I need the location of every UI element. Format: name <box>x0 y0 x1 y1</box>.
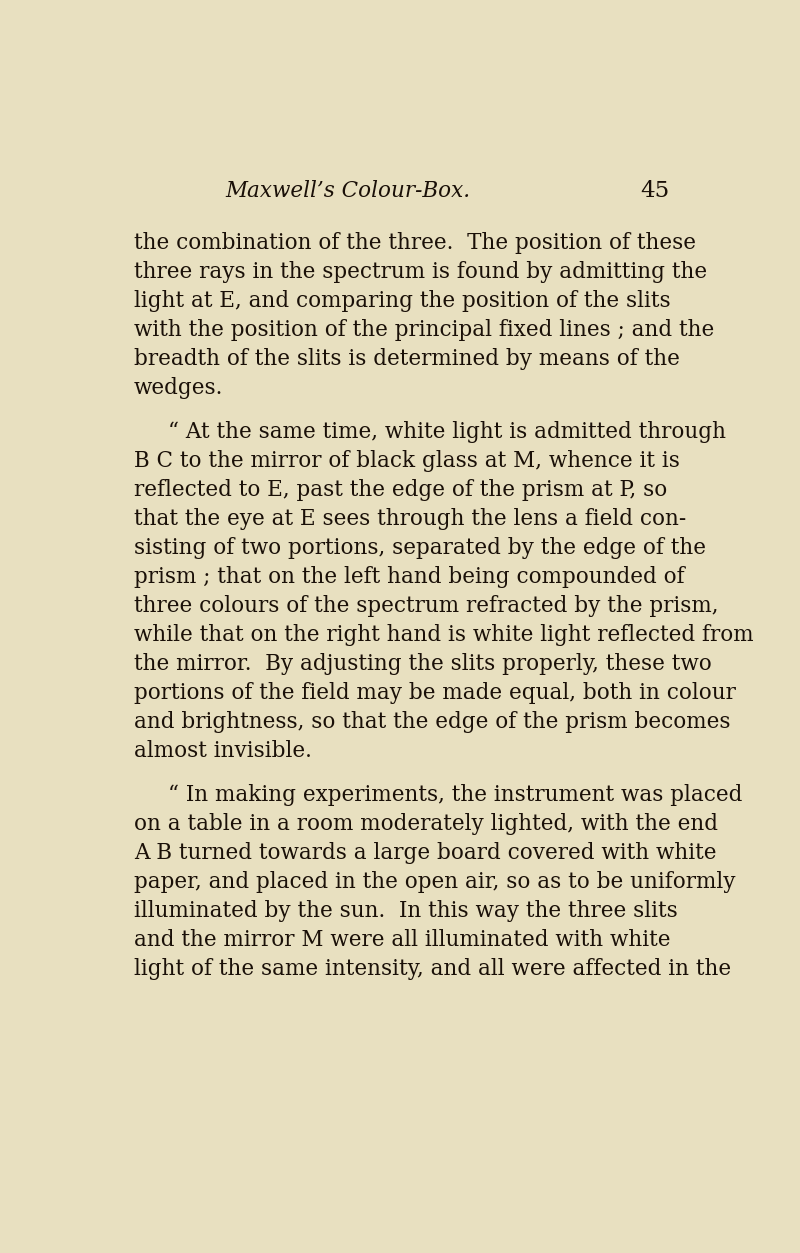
Text: “ At the same time, white light is admitted through: “ At the same time, white light is admit… <box>168 421 726 442</box>
Text: reflected to E, past the edge of the prism at P, so: reflected to E, past the edge of the pri… <box>134 479 667 501</box>
Text: portions of the field may be made equal, both in colour: portions of the field may be made equal,… <box>134 682 736 704</box>
Text: light of the same intensity, and all were affected in the: light of the same intensity, and all wer… <box>134 957 731 980</box>
Text: “ In making experiments, the instrument was placed: “ In making experiments, the instrument … <box>168 783 742 806</box>
Text: the mirror.  By adjusting the slits properly, these two: the mirror. By adjusting the slits prope… <box>134 653 712 675</box>
Text: prism ; that on the left hand being compounded of: prism ; that on the left hand being comp… <box>134 566 685 588</box>
Text: paper, and placed in the open air, so as to be uniformly: paper, and placed in the open air, so as… <box>134 871 736 892</box>
Text: the combination of the three.  The position of these: the combination of the three. The positi… <box>134 232 696 254</box>
Text: and the mirror M were all illuminated with white: and the mirror M were all illuminated wi… <box>134 928 670 951</box>
Text: A B turned towards a large board covered with white: A B turned towards a large board covered… <box>134 842 717 863</box>
Text: 45: 45 <box>640 180 670 202</box>
Text: breadth of the slits is determined by means of the: breadth of the slits is determined by me… <box>134 348 680 371</box>
Text: Maxwell’s Colour-Box.: Maxwell’s Colour-Box. <box>226 180 470 202</box>
Text: light at E, and comparing the position of the slits: light at E, and comparing the position o… <box>134 291 670 312</box>
Text: that the eye at E sees through the lens a field con-: that the eye at E sees through the lens … <box>134 507 686 530</box>
Text: while that on the right hand is white light reflected from: while that on the right hand is white li… <box>134 624 754 647</box>
Text: almost invisible.: almost invisible. <box>134 741 312 762</box>
Text: illuminated by the sun.  In this way the three slits: illuminated by the sun. In this way the … <box>134 900 678 921</box>
Text: on a table in a room moderately lighted, with the end: on a table in a room moderately lighted,… <box>134 812 718 834</box>
Text: three rays in the spectrum is found by admitting the: three rays in the spectrum is found by a… <box>134 262 707 283</box>
Text: sisting of two portions, separated by the edge of the: sisting of two portions, separated by th… <box>134 538 706 559</box>
Text: and brightness, so that the edge of the prism becomes: and brightness, so that the edge of the … <box>134 710 730 733</box>
Text: three colours of the spectrum refracted by the prism,: three colours of the spectrum refracted … <box>134 595 718 616</box>
Text: wedges.: wedges. <box>134 377 223 400</box>
Text: with the position of the principal fixed lines ; and the: with the position of the principal fixed… <box>134 320 714 341</box>
Text: B C to the mirror of black glass at M, whence it is: B C to the mirror of black glass at M, w… <box>134 450 680 472</box>
